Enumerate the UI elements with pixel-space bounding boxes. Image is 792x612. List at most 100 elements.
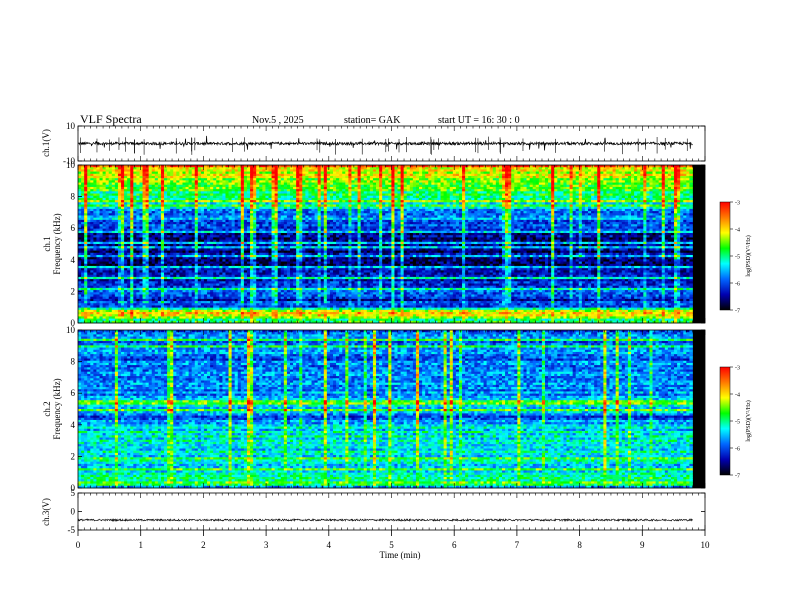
ch1-spectrogram-cell [655,169,660,172]
ch1-spectrogram-cell [658,186,663,190]
ch1-spectrogram-cell [348,167,352,170]
ch1-spectrogram-cell [351,180,355,183]
ch1-spectrogram-cell [609,184,613,188]
ch1-spectrogram-cell [372,195,377,199]
ch1-spectrogram-cell [317,180,322,183]
ch1-spectrogram-cell [96,173,100,177]
ch1-spectrogram-cell [296,173,300,177]
ch1-spectrogram-cell [357,195,362,199]
ch1-spectrogram-cell [167,191,171,194]
ch1-spectrogram-cell [329,184,334,188]
ch1-spectrogram-cell [652,180,656,183]
ch1-spectrogram-cell [234,186,239,190]
ch1-spectrogram-cell [200,186,205,190]
ch1-spectrogram-cell [256,186,260,190]
ch1-spectrogram-cell [551,165,555,168]
ch1-spectrogram-cell [425,186,429,190]
ch1-spectrogram-cell [250,171,254,175]
ch1-spectrogram-cell [160,195,165,199]
ch1-spectrogram-cell [210,195,214,199]
ch1-spectrogram-cell [84,175,88,179]
ch1-spectrogram-cell [551,169,555,172]
ch1-spectrogram-cell [320,178,325,181]
ch1-spectrogram-cell [526,173,531,177]
ch1-spectrogram-cell [225,193,229,197]
ch1-spectrogram-cell [548,171,552,175]
ch1-spectrogram-cell [213,197,217,201]
ch1-spectrogram-cell [572,191,577,194]
ch1-spectrogram-cell [271,189,276,192]
ch1-spectrogram-cell [468,165,472,168]
ch1-spectrogram-cell [259,173,263,177]
ch1-spectrogram-cell [523,173,527,177]
ch1-spectrogram-cell [317,191,322,194]
ch1-spectrogram-cell [329,173,334,177]
ch1-spectrogram-cell [649,195,653,199]
ch1-spectrogram-cell [237,197,242,201]
ch1-spectrogram-cell [661,184,666,188]
ch1-spectrogram-cell [425,169,429,172]
ch1-spectrogram-cell [514,186,518,190]
ch1-spectrogram-cell [336,167,340,170]
ch1-spectrogram-cell [640,180,644,183]
ch1-spectrogram-cell [415,171,420,175]
ch1-spectrogram-cell [594,184,598,188]
ch1-spectrogram-cell [121,175,125,179]
ch1-spectrogram-cell [296,191,300,194]
ch1-spectrogram-cell [397,189,401,192]
ch1-spectrogram-cell [667,197,672,201]
ch1-spectrogram-cell [256,178,260,181]
ch1-spectrogram-cell [394,182,398,186]
ch1-spectrogram-cell [277,182,282,186]
ch1-spectrogram-cell [597,182,601,186]
ch1-spectrogram-cell [87,180,91,183]
ch1-spectrogram-cell [505,165,509,168]
ch1-spectrogram-cell [308,184,312,188]
ch1-spectrogram-cell [136,184,140,188]
ch1-spectrogram-cell [452,184,457,188]
ch1-spectrogram-cell [686,186,690,190]
ch1-spectrogram-cell [462,189,466,192]
ch1-spectrogram-cell [262,182,266,186]
ch1-spectrogram-cell [277,180,282,183]
ch1-spectrogram-cell [649,186,653,190]
ch1-spectrogram-cell [483,175,488,179]
ch1-spectrogram-cell [489,180,494,183]
ch1-spectrogram-cell [231,182,236,186]
ch1-spectrogram-cell [419,184,423,188]
ch1-spectrogram-cell [412,169,417,172]
ch1-spectrogram-cell [422,191,426,194]
ch1-spectrogram-cell [339,175,343,179]
ch1-spectrogram-cell [179,197,183,201]
ch1-spectrogram-cell [240,167,245,170]
ch1-spectrogram-cell [210,171,214,175]
ch1-spectrogram-cell [222,195,226,199]
ch1-spectrogram-cell [130,186,134,190]
ch1-spectrogram-cell [631,189,635,192]
ch1-spectrogram-cell [136,180,140,183]
ch1-spectrogram-cell [517,167,521,170]
ch1-spectrogram-cell [437,189,441,192]
ch1-spectrogram-cell [631,193,635,197]
ch1-spectrogram-cell [81,178,85,181]
ch1-spectrogram-cell [286,165,291,168]
ch1-spectrogram-cell [345,171,349,175]
ch1-spectrogram-cell [105,165,110,168]
ch1-spectrogram-cell [609,193,613,197]
ch1-spectrogram-cell [495,173,500,177]
ch1-spectrogram-cell [455,173,460,177]
ch1-spectrogram-cell [376,175,380,179]
ch1-spectrogram-cell [621,197,626,201]
ch1-spectrogram-cell [624,193,629,197]
ch1-spectrogram-cell [606,171,610,175]
ch1-spectrogram-cell [594,191,598,194]
ch1-spectrogram-cell [160,175,165,179]
ch1-spectrogram-cell [78,193,82,197]
ch1-spectrogram-cell [114,191,119,194]
ch1-spectrogram-cell [354,173,358,177]
ch1-spectrogram-cell [612,184,617,188]
ch1-spectrogram-cell [621,180,626,183]
ch1-spectrogram-cell [102,186,107,190]
ch1-spectrogram-cell [271,182,276,186]
ch1-spectrogram-cell [93,184,97,188]
